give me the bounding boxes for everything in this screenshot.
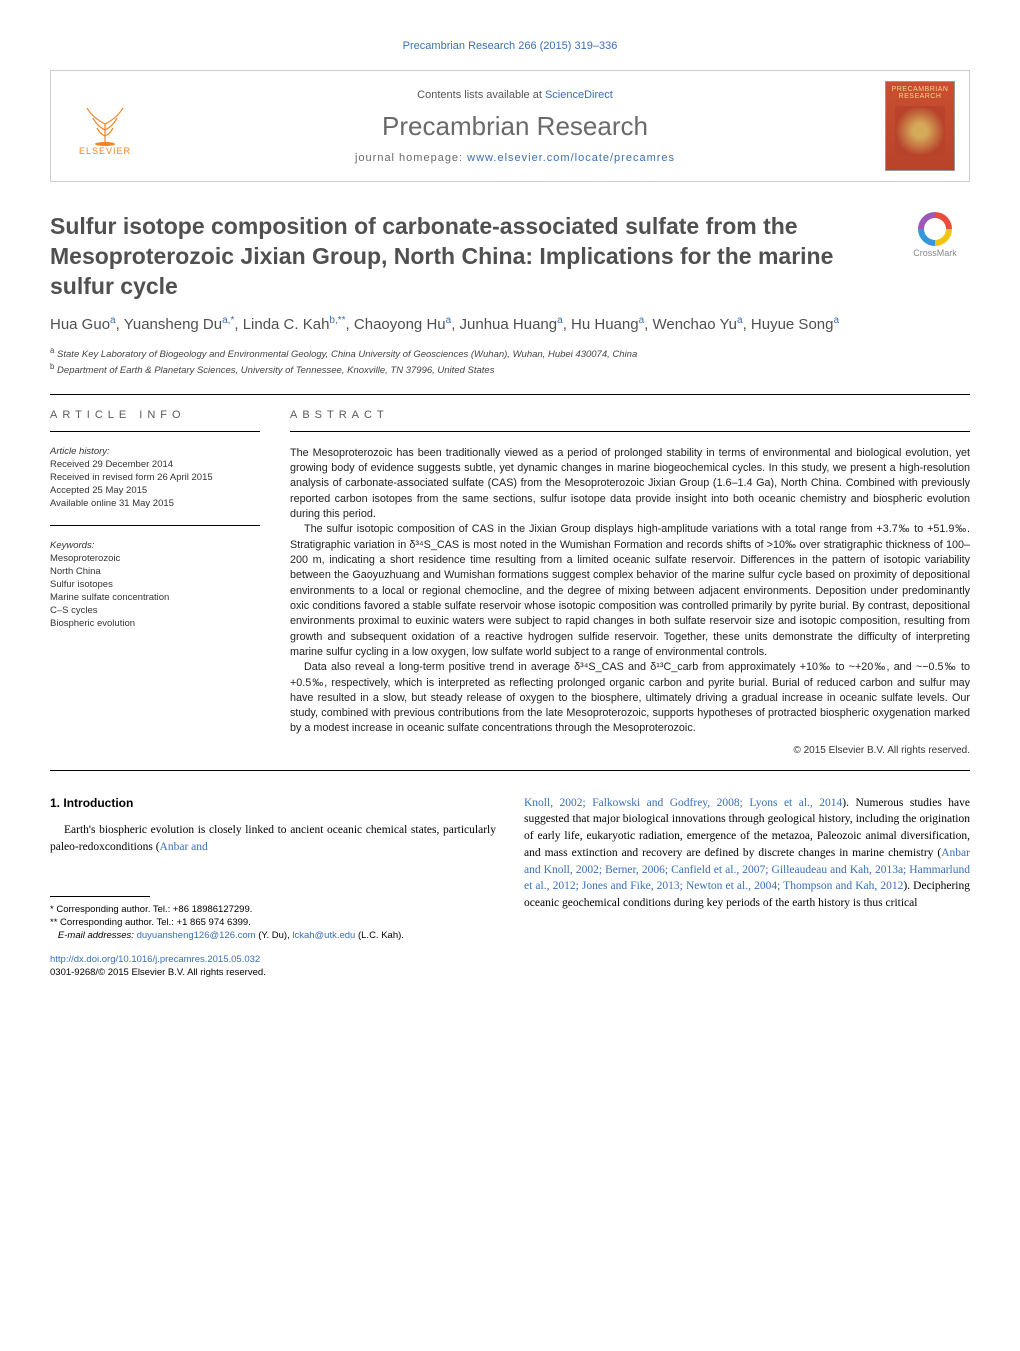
abstract-paragraph: Data also reveal a long-term positive tr… [290, 660, 970, 737]
crossmark-label: CrossMark [913, 248, 957, 258]
abstract-paragraph: The Mesoproterozoic has been traditional… [290, 446, 970, 523]
footnotes: * Corresponding author. Tel.: +86 189861… [50, 903, 496, 943]
issn-copyright: 0301-9268/© 2015 Elsevier B.V. All right… [50, 967, 266, 978]
email-attribution: (L.C. Kah). [355, 930, 404, 941]
journal-header-box: ELSEVIER Contents lists available at Sci… [50, 70, 970, 182]
author-affil-marker: a [833, 315, 839, 326]
doi-link[interactable]: http://dx.doi.org/10.1016/j.precamres.20… [50, 954, 260, 965]
divider [50, 770, 970, 771]
keywords-block: Keywords: MesoproterozoicNorth ChinaSulf… [50, 540, 260, 631]
history-line: Received in revised form 26 April 2015 [50, 472, 260, 485]
history-line: Accepted 25 May 2015 [50, 485, 260, 498]
divider [50, 394, 970, 395]
keywords-heading: Keywords: [50, 540, 260, 553]
author-affil-marker: a [110, 315, 116, 326]
abstract-copyright: © 2015 Elsevier B.V. All rights reserved… [290, 745, 970, 756]
body-two-column: 1. Introduction Earth's biospheric evolu… [50, 795, 970, 979]
author-affil-marker: a,* [222, 315, 234, 326]
divider [50, 525, 260, 526]
keyword: Biospheric evolution [50, 618, 260, 631]
author-affil-marker: a [446, 315, 452, 326]
affiliation: a State Key Laboratory of Biogeology and… [50, 345, 970, 361]
article-title: Sulfur isotope composition of carbonate-… [50, 212, 880, 302]
article-info-column: ARTICLE INFO Article history: Received 2… [50, 409, 260, 756]
email-link[interactable]: lckah@utk.edu [292, 930, 355, 941]
elsevier-tree-icon [75, 96, 135, 146]
crossmark-badge[interactable]: CrossMark [900, 212, 970, 258]
history-line: Available online 31 May 2015 [50, 498, 260, 511]
affiliation: b Department of Earth & Planetary Scienc… [50, 361, 970, 377]
author-affil-marker: a [737, 315, 743, 326]
author-list: Hua Guoa, Yuansheng Dua,*, Linda C. Kahb… [50, 314, 970, 335]
contents-prefix: Contents lists available at [417, 89, 545, 101]
author-affil-marker: a [639, 315, 645, 326]
abstract-text: The Mesoproterozoic has been traditional… [290, 446, 970, 737]
contents-lists-line: Contents lists available at ScienceDirec… [159, 89, 871, 101]
keyword: Marine sulfate concentration [50, 592, 260, 605]
footnote-divider [50, 896, 150, 897]
citation-link[interactable]: Anbar and [160, 841, 208, 853]
keyword: North China [50, 566, 260, 579]
article-history-heading: Article history: [50, 446, 260, 459]
elsevier-wordmark: ELSEVIER [79, 146, 131, 156]
author: Chaoyong Hua [354, 316, 451, 333]
author-affil-marker: b,** [329, 315, 345, 326]
elsevier-logo: ELSEVIER [65, 86, 145, 166]
email-attribution: (Y. Du), [256, 930, 293, 941]
email-label: E-mail addresses: [58, 930, 137, 941]
journal-homepage-link[interactable]: www.elsevier.com/locate/precamres [467, 152, 675, 164]
affiliation-list: a State Key Laboratory of Biogeology and… [50, 345, 970, 378]
corresponding-author-2: ** Corresponding author. Tel.: +1 865 97… [50, 916, 496, 929]
homepage-prefix: journal homepage: [355, 152, 467, 164]
article-info-label: ARTICLE INFO [50, 409, 260, 421]
section-heading-introduction: 1. Introduction [50, 795, 496, 812]
keyword: Sulfur isotopes [50, 579, 260, 592]
footer-metadata: http://dx.doi.org/10.1016/j.precamres.20… [50, 954, 496, 979]
journal-homepage-line: journal homepage: www.elsevier.com/locat… [159, 152, 871, 164]
abstract-label: ABSTRACT [290, 409, 970, 421]
email-addresses: E-mail addresses: duyuansheng126@126.com… [50, 929, 496, 942]
email-link[interactable]: duyuansheng126@126.com [137, 930, 256, 941]
body-text: Earth's biospheric evolution is closely … [50, 824, 496, 853]
sciencedirect-link[interactable]: ScienceDirect [545, 89, 613, 101]
article-history-block: Article history: Received 29 December 20… [50, 446, 260, 511]
body-paragraph: Earth's biospheric evolution is closely … [50, 822, 496, 855]
author-affil-marker: a [557, 315, 563, 326]
author: Yuansheng Dua,* [124, 316, 235, 333]
section-title: Introduction [63, 796, 133, 810]
author: Junhua Huanga [460, 316, 563, 333]
citation-link[interactable]: Knoll, 2002; Falkowski and Godfrey, 2008… [524, 797, 842, 809]
author: Wenchao Yua [652, 316, 742, 333]
author: Hu Huanga [571, 316, 644, 333]
body-paragraph: Knoll, 2002; Falkowski and Godfrey, 2008… [524, 795, 970, 912]
journal-name: Precambrian Research [159, 111, 871, 142]
section-number: 1. [50, 796, 60, 810]
journal-cover-thumbnail: PRECAMBRIAN RESEARCH [885, 81, 955, 171]
author: Hua Guoa [50, 316, 116, 333]
divider [50, 431, 260, 432]
author: Huyue Songa [751, 316, 839, 333]
abstract-paragraph: The sulfur isotopic composition of CAS i… [290, 522, 970, 660]
running-header: Precambrian Research 266 (2015) 319–336 [50, 40, 970, 52]
history-line: Received 29 December 2014 [50, 459, 260, 472]
keyword: Mesoproterozoic [50, 553, 260, 566]
journal-cover-title: PRECAMBRIAN RESEARCH [890, 86, 950, 100]
divider [290, 431, 970, 432]
crossmark-icon [918, 212, 952, 246]
footnote-text: Corresponding author. Tel.: +1 865 974 6… [60, 917, 251, 928]
corresponding-author-1: * Corresponding author. Tel.: +86 189861… [50, 903, 496, 916]
journal-header-center: Contents lists available at ScienceDirec… [159, 89, 871, 164]
footnote-marker: * [50, 904, 54, 915]
footnote-marker: ** [50, 917, 57, 928]
footnote-text: Corresponding author. Tel.: +86 18986127… [56, 904, 252, 915]
abstract-column: ABSTRACT The Mesoproterozoic has been tr… [290, 409, 970, 756]
keyword: C–S cycles [50, 605, 260, 618]
journal-cover-image [895, 106, 945, 156]
author: Linda C. Kahb,** [243, 316, 346, 333]
